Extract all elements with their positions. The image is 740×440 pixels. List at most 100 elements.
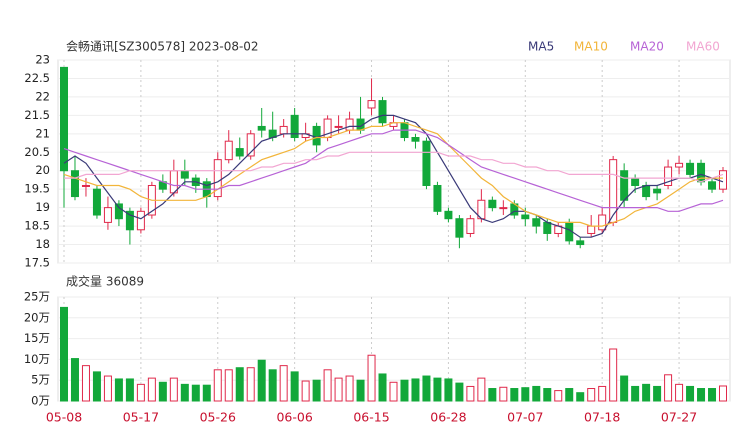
volume-tick-label: 5万 — [31, 373, 50, 387]
volume-bar — [224, 369, 233, 402]
y-tick-label: 19.5 — [24, 182, 50, 196]
x-tick-label: 07-27 — [661, 410, 697, 425]
chart-title: 会畅通讯[SZ300578] 2023-08-02 — [66, 40, 259, 54]
volume-bar — [543, 388, 552, 402]
y-tick-label: 21.5 — [24, 108, 50, 122]
x-tick-label: 06-06 — [276, 410, 312, 425]
candle-body — [246, 133, 255, 157]
volume-bar — [389, 381, 398, 402]
x-tick-label: 05-08 — [46, 410, 82, 425]
y-tick-label: 18 — [35, 237, 50, 251]
volume-bar — [268, 369, 277, 402]
candle-body — [719, 170, 727, 190]
volume-bar — [356, 379, 365, 402]
volume-bar — [719, 385, 727, 402]
volume-bar — [499, 386, 508, 402]
legend-label: MA10 — [574, 40, 608, 54]
candle-body — [653, 188, 662, 194]
candle-body — [92, 188, 101, 216]
y-tick-label: 23 — [35, 53, 50, 67]
volume-bar — [576, 392, 585, 402]
volume-bar — [620, 375, 629, 402]
candle-body — [213, 159, 222, 198]
volume-tick-label: 20万 — [24, 310, 50, 324]
volume-bar — [180, 383, 189, 402]
x-tick-label: 06-28 — [430, 410, 466, 425]
x-tick-label: 06-15 — [353, 410, 389, 425]
volume-bar — [400, 379, 409, 402]
volume-bar — [609, 348, 618, 402]
candle-body — [224, 140, 233, 161]
candle-body — [587, 225, 596, 234]
candle-body — [70, 170, 79, 198]
volume-bar — [367, 354, 376, 402]
candle-body — [279, 125, 288, 135]
y-tick-label: 20 — [35, 163, 50, 177]
volume-bar — [598, 385, 607, 402]
volume-bar — [521, 387, 530, 402]
volume-bar — [477, 377, 486, 402]
candle-body — [642, 184, 651, 198]
legend-label: MA60 — [686, 40, 720, 54]
volume-bar — [466, 385, 475, 402]
ma-line — [63, 114, 724, 238]
volume-bar — [136, 383, 145, 402]
x-tick-label: 07-07 — [507, 410, 543, 425]
candle-body — [620, 170, 629, 201]
legend-label: MA5 — [528, 40, 554, 54]
volume-bar — [323, 369, 332, 402]
volume-bar — [433, 377, 442, 402]
candle-body — [312, 125, 321, 146]
volume-bar — [169, 377, 178, 402]
candle-body — [125, 210, 134, 231]
volume-bar — [664, 374, 673, 402]
ma-line — [63, 129, 724, 212]
price-frame — [57, 59, 731, 264]
candle-body — [521, 214, 530, 220]
x-tick-label: 07-18 — [584, 410, 620, 425]
candle-body — [631, 177, 640, 186]
volume-tick-label: 25万 — [24, 290, 50, 304]
volume-bar — [554, 390, 563, 402]
x-tick-label: 05-17 — [123, 410, 159, 425]
volume-bar — [147, 377, 156, 402]
candle-body — [576, 240, 585, 246]
candle-body — [345, 118, 354, 131]
y-tick-label: 20.5 — [24, 145, 50, 159]
volume-bar — [587, 388, 596, 402]
volume-bar — [191, 384, 200, 402]
volume-bar — [697, 388, 706, 402]
candle-body — [257, 125, 266, 131]
candle-body — [60, 66, 68, 172]
volume-bar — [631, 385, 640, 402]
candle-body — [235, 148, 244, 157]
candle-body — [103, 207, 112, 223]
volume-bar — [510, 388, 519, 402]
volume-tick-label: 15万 — [24, 331, 50, 345]
y-tick-label: 17.5 — [24, 256, 50, 270]
candle-body — [136, 210, 145, 231]
candle-body — [411, 137, 420, 142]
volume-bar — [312, 379, 321, 402]
volume-bar — [92, 371, 101, 402]
volume-bar — [642, 383, 651, 402]
volume-bar — [301, 380, 310, 402]
volume-bar — [235, 367, 244, 402]
candle-body — [290, 114, 299, 139]
volume-bar — [653, 385, 662, 402]
candle-body — [81, 184, 90, 187]
y-tick-label: 21 — [35, 126, 50, 140]
volume-bar — [158, 381, 167, 402]
ma-line — [63, 122, 723, 227]
volume-bar — [378, 373, 387, 402]
y-tick-label: 22 — [35, 89, 50, 103]
volume-bar — [334, 377, 343, 402]
candle-body — [180, 170, 189, 179]
x-tick-label: 05-26 — [200, 410, 236, 425]
volume-bar — [290, 371, 299, 402]
candle-body — [675, 162, 684, 168]
volume-bar — [675, 383, 684, 402]
volume-bar — [213, 369, 222, 402]
candle-body — [708, 181, 717, 190]
candle-body — [686, 162, 695, 175]
